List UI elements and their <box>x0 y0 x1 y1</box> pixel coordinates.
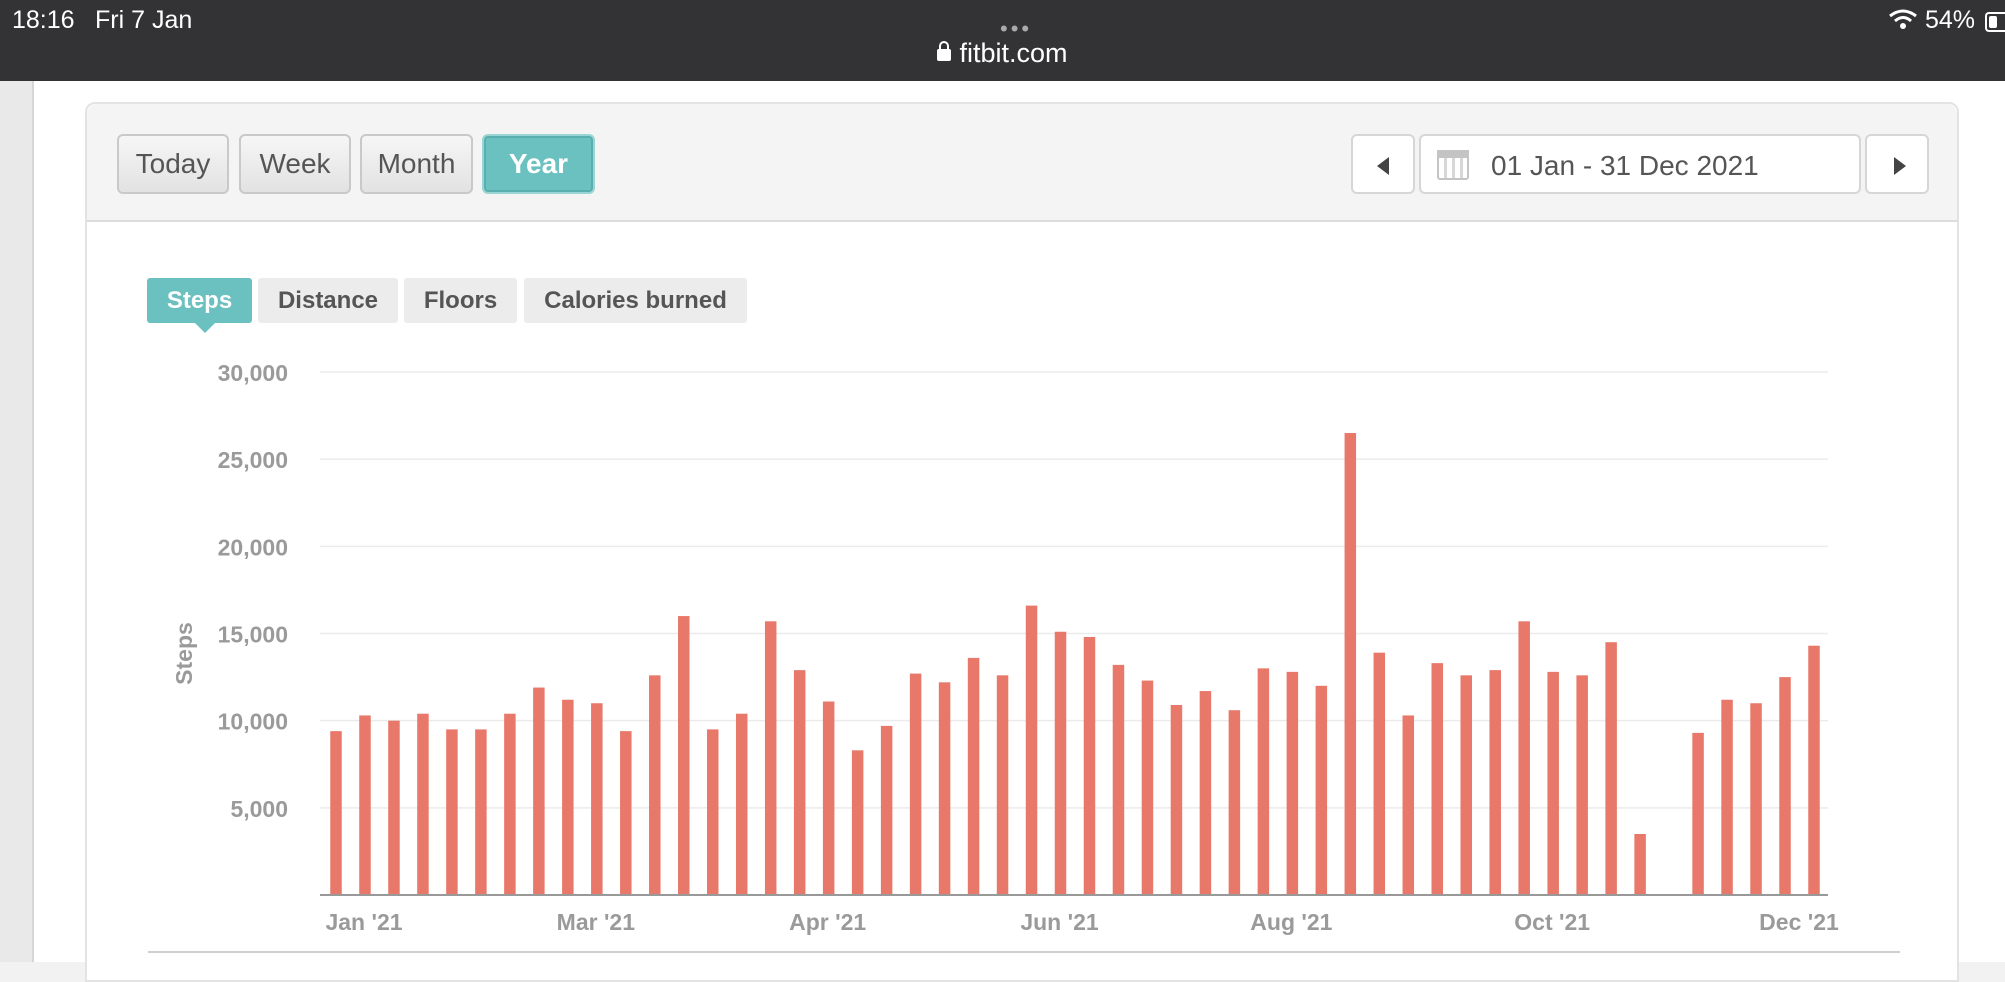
bar[interactable] <box>1692 732 1704 895</box>
metric-tab-floors[interactable]: Floors <box>404 278 517 323</box>
calendar-icon <box>1437 150 1469 180</box>
panel-header: Today Week Month Year 01 Jan - 31 Dec 20… <box>87 104 1957 222</box>
bar[interactable] <box>1199 691 1212 895</box>
previous-period-button[interactable] <box>1351 134 1415 194</box>
x-tick-label: Jun '21 <box>1020 909 1099 935</box>
bar[interactable] <box>706 729 719 895</box>
bar[interactable] <box>533 687 545 895</box>
battery-percent: 54% <box>1925 6 1976 34</box>
bar[interactable] <box>793 670 806 895</box>
bar[interactable] <box>1373 652 1386 895</box>
bar[interactable] <box>1402 715 1415 895</box>
bar[interactable] <box>909 673 922 895</box>
bar[interactable] <box>562 699 574 895</box>
y-tick-label: 30,000 <box>218 360 288 386</box>
metric-tab-distance[interactable]: Distance <box>258 278 398 323</box>
date-range-picker[interactable]: 01 Jan - 31 Dec 2021 <box>1419 134 1861 194</box>
panel-divider <box>148 951 1900 953</box>
bar[interactable] <box>1808 645 1820 895</box>
bar[interactable] <box>591 703 603 895</box>
bar[interactable] <box>735 713 748 895</box>
chart-svg: 5,000 10,000 15,000 20,000 25,000 30,000 Steps… <box>171 360 1839 935</box>
bar[interactable] <box>1547 671 1559 895</box>
bar[interactable] <box>851 750 864 895</box>
range-week-button[interactable]: Week <box>239 134 351 194</box>
bar[interactable] <box>996 675 1009 895</box>
bar[interactable] <box>620 731 632 895</box>
y-tick-label: 25,000 <box>218 447 288 473</box>
bar[interactable] <box>1228 710 1241 895</box>
bar[interactable] <box>1750 703 1762 895</box>
bar[interactable] <box>1344 433 1357 895</box>
y-tick-label: 10,000 <box>218 709 288 735</box>
bar[interactable] <box>1779 677 1791 895</box>
x-tick-label: Mar '21 <box>557 909 636 935</box>
bar[interactable] <box>1605 642 1617 895</box>
bar[interactable] <box>764 621 777 895</box>
status-date: Fri 7 Jan <box>95 6 193 34</box>
chevron-left-icon <box>1377 157 1389 175</box>
bar[interactable] <box>822 701 835 895</box>
bar[interactable] <box>446 729 458 895</box>
bar[interactable] <box>330 731 342 895</box>
bar[interactable] <box>880 725 893 895</box>
bar[interactable] <box>1257 668 1270 895</box>
bar[interactable] <box>504 713 516 895</box>
x-tick-label: Dec '21 <box>1759 909 1839 935</box>
lock-icon <box>937 41 952 61</box>
url-text: fitbit.com <box>959 38 1068 68</box>
bar[interactable] <box>1460 675 1472 895</box>
bar[interactable] <box>388 720 400 895</box>
bar[interactable] <box>1576 675 1588 895</box>
bar[interactable] <box>1170 704 1183 895</box>
metric-tab-steps[interactable]: Steps <box>147 278 252 333</box>
y-tick-label: 5,000 <box>230 796 288 822</box>
bar[interactable] <box>1112 664 1125 895</box>
y-tick-label: 15,000 <box>218 622 288 648</box>
multitasking-dots-icon[interactable]: ••• <box>1000 16 1033 41</box>
y-axis-label: Steps <box>171 622 197 685</box>
date-range-text: 01 Jan - 31 Dec 2021 <box>1491 150 1759 181</box>
status-time: 18:16 <box>12 6 75 34</box>
bar[interactable] <box>1489 670 1501 895</box>
bar[interactable] <box>475 729 487 895</box>
bar[interactable] <box>1431 663 1444 895</box>
next-period-button[interactable] <box>1865 134 1929 194</box>
left-gutter <box>0 81 34 962</box>
bar[interactable] <box>1054 631 1067 895</box>
x-tick-label: Aug '21 <box>1250 909 1332 935</box>
address-bar[interactable]: fitbit.com <box>0 38 2005 69</box>
x-tick-label: Oct '21 <box>1514 909 1590 935</box>
y-tick-label: 20,000 <box>218 534 288 560</box>
bar[interactable] <box>359 715 371 895</box>
bar[interactable] <box>649 675 661 895</box>
battery-icon <box>1985 12 2005 32</box>
range-today-button[interactable]: Today <box>117 134 229 194</box>
bar[interactable] <box>1315 685 1328 895</box>
steps-bar-chart: 5,000 10,000 15,000 20,000 25,000 30,000 Steps… <box>160 345 1860 935</box>
bar[interactable] <box>967 657 980 895</box>
metric-tab-calories[interactable]: Calories burned <box>524 278 747 323</box>
bar[interactable] <box>1634 833 1646 895</box>
range-year-button[interactable]: Year <box>482 134 595 194</box>
bar[interactable] <box>1721 699 1733 895</box>
wifi-icon <box>1889 9 1917 29</box>
x-tick-label: Jan '21 <box>325 909 402 935</box>
bar[interactable] <box>1141 680 1154 895</box>
bar[interactable] <box>1286 671 1299 895</box>
bar[interactable] <box>417 713 429 895</box>
status-bar: 18:16 Fri 7 Jan ••• fitbit.com 54% <box>0 0 2005 81</box>
bar[interactable] <box>1518 621 1530 895</box>
chevron-right-icon <box>1894 157 1906 175</box>
range-month-button[interactable]: Month <box>360 134 473 194</box>
bar[interactable] <box>678 616 690 895</box>
x-tick-label: Apr '21 <box>789 909 866 935</box>
activity-panel: Today Week Month Year 01 Jan - 31 Dec 20… <box>85 102 1959 982</box>
bar[interactable] <box>938 682 951 895</box>
bar[interactable] <box>1083 636 1096 895</box>
bar[interactable] <box>1025 605 1038 895</box>
